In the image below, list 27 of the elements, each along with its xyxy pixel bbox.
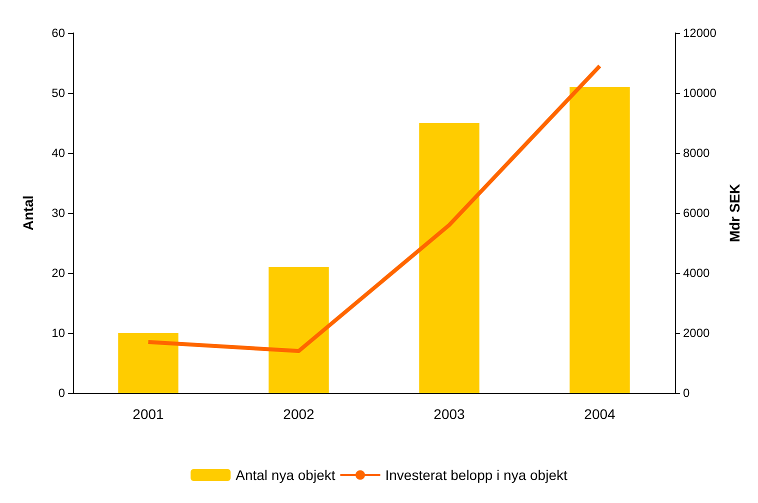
y2-tick-label: 8000 — [683, 146, 710, 160]
bar — [419, 123, 480, 393]
line-series — [146, 64, 602, 353]
y-tick-label: 40 — [52, 146, 66, 160]
y2-tick-label: 6000 — [683, 206, 710, 220]
y2-axis-title: Mdr SEK — [726, 184, 742, 242]
y2-tick-label: 2000 — [683, 326, 710, 340]
y-axis-title: Antal — [20, 196, 36, 230]
y2-tick-label: 10000 — [683, 86, 717, 100]
y2-tick-label: 4000 — [683, 266, 710, 280]
x-tick-label: 2004 — [584, 406, 616, 422]
bar — [268, 267, 329, 393]
y-tick-label: 30 — [52, 206, 66, 220]
legend-label: Antal nya objekt — [236, 467, 336, 483]
x-tick-label: 2002 — [283, 406, 315, 422]
y-tick-label: 20 — [52, 266, 66, 280]
y2-tick-label: 12000 — [683, 26, 717, 40]
bar — [118, 333, 178, 393]
legend-label: Investerat belopp i nya objekt — [385, 467, 568, 483]
x-tick-label: 2001 — [132, 406, 164, 422]
y-tick-label: 10 — [52, 326, 66, 340]
y-tick-label: 50 — [52, 86, 66, 100]
y2-tick-label: 0 — [683, 386, 690, 400]
y-tick-label: 0 — [58, 386, 66, 400]
y-tick-label: 60 — [52, 26, 66, 40]
x-tick-label: 2003 — [434, 406, 466, 422]
bar — [570, 87, 630, 393]
